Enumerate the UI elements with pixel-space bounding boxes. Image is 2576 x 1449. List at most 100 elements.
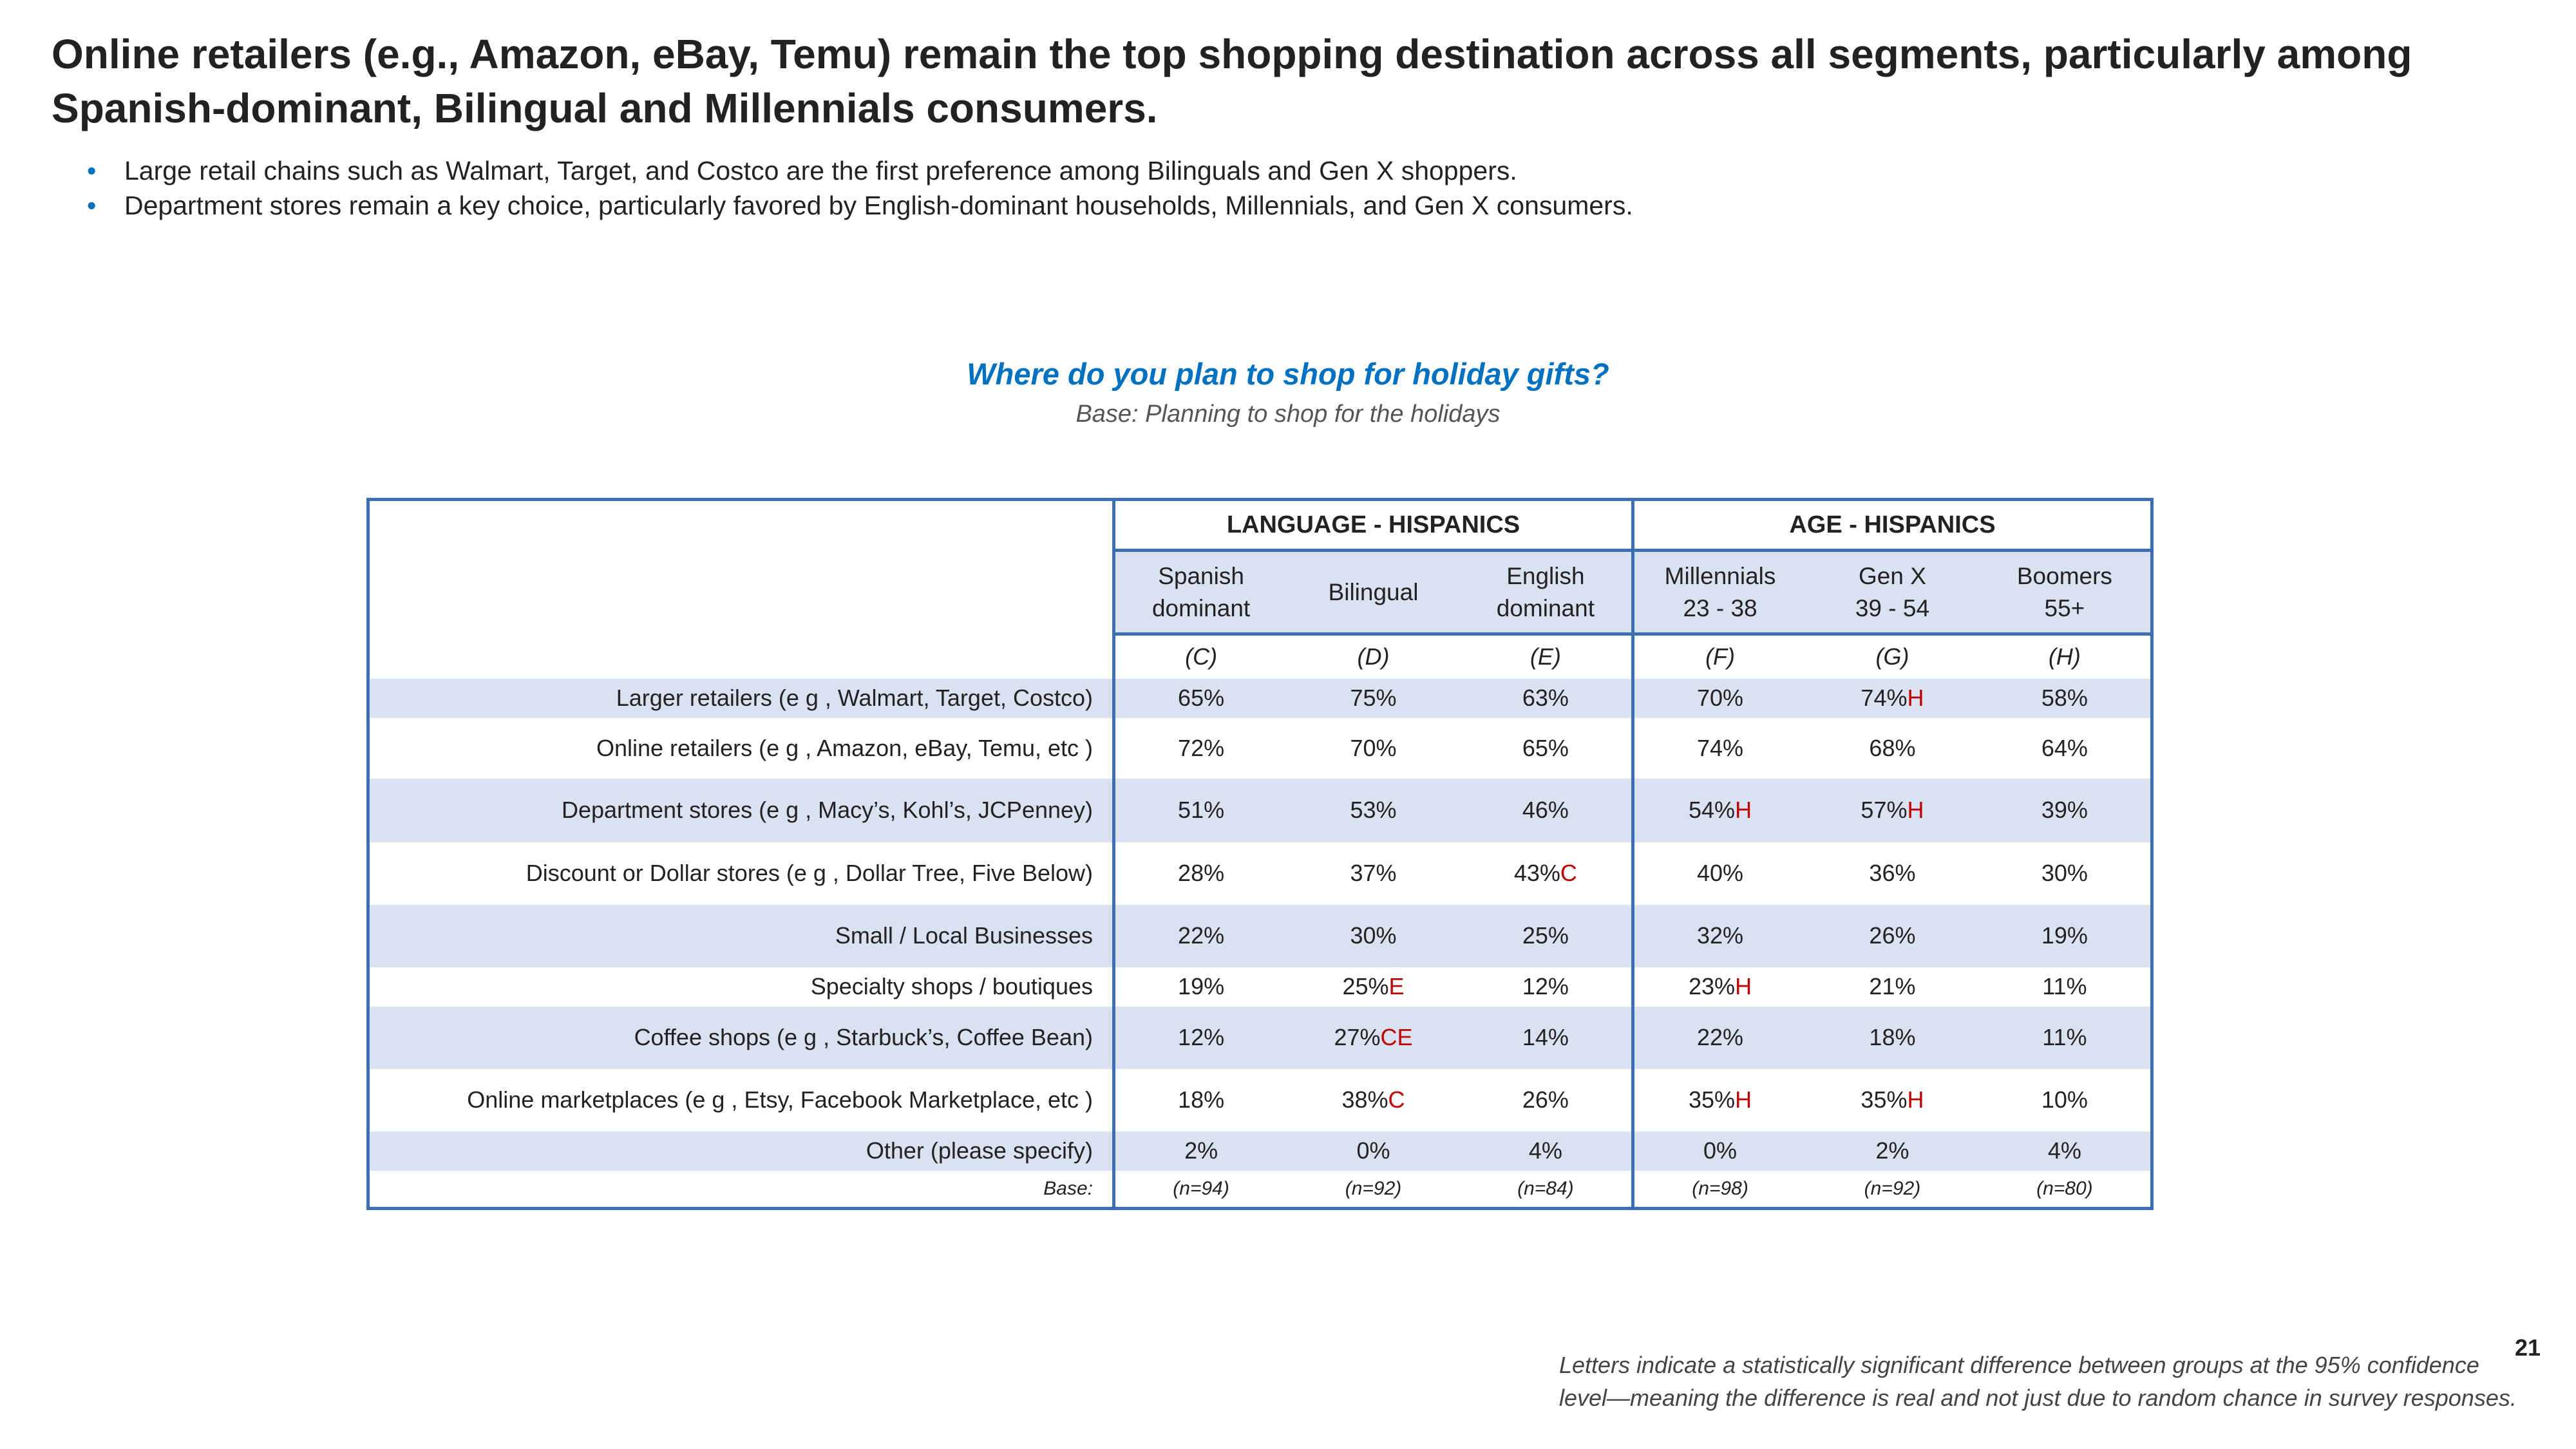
significance-letters: H: [1735, 973, 1752, 999]
table-row: Discount or Dollar stores (e g , Dollar …: [368, 842, 2152, 905]
value-cell: 46%: [1459, 778, 1633, 842]
percent-value: 11%: [2042, 973, 2087, 999]
percent-value: 70%: [1350, 734, 1397, 761]
value-cell: 53%: [1287, 778, 1460, 842]
table-row: Online marketplaces (e g , Etsy, Faceboo…: [368, 1068, 2152, 1132]
value-cell: 11%: [1979, 967, 2152, 1007]
percent-value: 23%: [1689, 973, 1736, 999]
table-row: Online retailers (e g , Amazon, eBay, Te…: [368, 717, 2152, 779]
table-row: Specialty shops / boutiques 19% 25%E 12% 23%…: [368, 967, 2152, 1007]
value-cell: 25%: [1459, 904, 1633, 967]
column-header-line2: dominant: [1496, 594, 1595, 621]
percent-value: 0%: [1703, 1137, 1738, 1164]
percent-value: 36%: [1869, 860, 1916, 886]
value-cell: 21%: [1806, 967, 1979, 1007]
percent-value: 74%: [1697, 734, 1744, 761]
value-cell: 30%: [1979, 842, 2152, 905]
column-header-line2: 55+: [2044, 594, 2085, 621]
column-header: Bilingual: [1287, 550, 1460, 636]
value-cell: 25%E: [1287, 967, 1460, 1007]
percent-value: 11%: [2042, 1024, 2087, 1050]
row-label: Online marketplaces (e g , Etsy, Faceboo…: [467, 1086, 1093, 1113]
significance-letters: E: [1388, 973, 1405, 999]
value-cell: 10%: [1979, 1069, 2152, 1132]
row-label: Department stores (e g , Macy’s, Kohl’s,…: [368, 778, 1114, 842]
percent-value: 43%: [1513, 860, 1560, 886]
percent-value: 39%: [2041, 797, 2088, 823]
column-header-line1: Millennials: [1664, 562, 1776, 589]
significance-letters: C: [1560, 860, 1577, 886]
percent-value: 46%: [1522, 797, 1569, 823]
column-header-line1: Boomers: [2016, 562, 2112, 589]
percent-value: 54%: [1689, 797, 1736, 823]
group-header: AGE - HISPANICS: [1631, 499, 2152, 552]
value-cell: 28%: [1112, 842, 1287, 905]
column-letter: (C): [1112, 634, 1287, 679]
percent-value: 4%: [1528, 1137, 1562, 1164]
percent-value: 37%: [1350, 860, 1397, 886]
value-cell: 14%: [1459, 1006, 1633, 1069]
corner-cell: [368, 500, 1114, 634]
base-count: (n=80): [2036, 1177, 2093, 1199]
column-letter: (G): [1875, 643, 1909, 670]
percent-value: 32%: [1697, 922, 1744, 949]
base-count: (n=92): [1345, 1177, 1402, 1199]
value-cell: 65%: [1112, 678, 1287, 718]
percent-value: 12%: [1178, 1024, 1225, 1050]
column-header: Spanish dominant: [1112, 550, 1287, 636]
value-cell: 19%: [1112, 967, 1287, 1007]
percent-value: 58%: [2041, 685, 2088, 711]
percent-value: 72%: [1178, 734, 1225, 761]
blank-cell: [368, 634, 1114, 679]
row-label: Other (please specify): [368, 1131, 1114, 1171]
value-cell: 74%: [1631, 717, 1806, 779]
percent-value: 2%: [1875, 1137, 1909, 1164]
value-cell: 26%: [1460, 1069, 1633, 1132]
value-cell: 58%: [1978, 678, 2152, 718]
bullet-text: Department stores remain a key choice, p…: [124, 191, 1633, 220]
percent-value: 65%: [1178, 685, 1225, 711]
value-cell: 70%: [1287, 718, 1460, 779]
bullet-icon: •: [87, 191, 97, 220]
value-cell: 54%H: [1631, 778, 1806, 842]
bullet-text: Large retail chains such as Walmart, Tar…: [124, 156, 1517, 185]
value-cell: 22%: [1631, 1006, 1806, 1069]
row-label: Coffee shops (e g , Starbuck’s, Coffee B…: [368, 1006, 1114, 1069]
column-header-line1: Gen X: [1859, 562, 1926, 589]
value-cell: 57%H: [1806, 778, 1979, 842]
value-cell: 51%: [1112, 778, 1287, 842]
percent-value: 22%: [1697, 1024, 1744, 1050]
table-row: Coffee shops (e g , Starbuck’s, Coffee B…: [368, 1006, 2152, 1069]
value-cell: 37%: [1287, 842, 1460, 905]
value-cell: 18%: [1806, 1006, 1979, 1069]
percent-value: 4%: [2047, 1137, 2081, 1164]
value-cell: 2%: [1806, 1131, 1979, 1171]
value-cell: 68%: [1806, 718, 1979, 779]
column-letter: (F): [1631, 634, 1806, 679]
group-header: LANGUAGE - HISPANICS: [1112, 499, 1633, 552]
percent-value: 18%: [1869, 1024, 1916, 1050]
percent-value: 27%: [1334, 1024, 1381, 1050]
value-cell: 12%: [1460, 967, 1633, 1007]
percent-value: 10%: [2041, 1086, 2088, 1113]
significance-letters: H: [1735, 1086, 1752, 1113]
percent-value: 57%: [1861, 797, 1908, 823]
percent-value: 2%: [1184, 1137, 1218, 1164]
bullet-item: • Department stores remain a key choice, …: [87, 188, 1633, 223]
percent-value: 26%: [1522, 1086, 1569, 1113]
percent-value: 63%: [1522, 685, 1569, 711]
significance-letters: H: [1735, 797, 1752, 823]
percent-value: 26%: [1869, 922, 1916, 949]
column-letter: (E): [1530, 643, 1561, 670]
value-cell: 72%: [1112, 717, 1287, 779]
value-cell: 26%: [1806, 904, 1979, 967]
row-label: Discount or Dollar stores (e g , Dollar …: [526, 860, 1093, 886]
value-cell: 23%H: [1631, 967, 1806, 1007]
column-header-line1: Spanish: [1158, 562, 1244, 589]
percent-value: 0%: [1356, 1137, 1390, 1164]
value-cell: 0%: [1631, 1131, 1806, 1171]
value-cell: 38%C: [1287, 1069, 1460, 1132]
column-header: English dominant: [1459, 550, 1633, 636]
value-cell: 35%H: [1631, 1068, 1806, 1132]
column-header-line2: 23 - 38: [1683, 594, 1757, 621]
